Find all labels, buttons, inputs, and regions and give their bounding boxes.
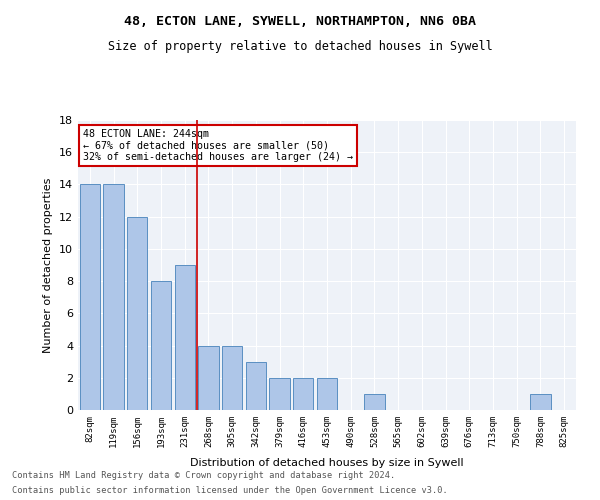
Bar bbox=[530, 394, 551, 410]
Text: Size of property relative to detached houses in Sywell: Size of property relative to detached ho… bbox=[107, 40, 493, 53]
X-axis label: Distribution of detached houses by size in Sywell: Distribution of detached houses by size … bbox=[190, 458, 464, 468]
Bar bbox=[103, 184, 124, 410]
Bar bbox=[317, 378, 337, 410]
Text: Contains HM Land Registry data © Crown copyright and database right 2024.: Contains HM Land Registry data © Crown c… bbox=[12, 471, 395, 480]
Text: Contains public sector information licensed under the Open Government Licence v3: Contains public sector information licen… bbox=[12, 486, 448, 495]
Bar bbox=[199, 346, 218, 410]
Text: 48 ECTON LANE: 244sqm
← 67% of detached houses are smaller (50)
32% of semi-deta: 48 ECTON LANE: 244sqm ← 67% of detached … bbox=[83, 128, 353, 162]
Bar bbox=[175, 265, 195, 410]
Y-axis label: Number of detached properties: Number of detached properties bbox=[43, 178, 53, 352]
Bar bbox=[246, 362, 266, 410]
Bar bbox=[269, 378, 290, 410]
Bar bbox=[364, 394, 385, 410]
Text: 48, ECTON LANE, SYWELL, NORTHAMPTON, NN6 0BA: 48, ECTON LANE, SYWELL, NORTHAMPTON, NN6… bbox=[124, 15, 476, 28]
Bar bbox=[293, 378, 313, 410]
Bar bbox=[151, 281, 171, 410]
Bar bbox=[127, 216, 148, 410]
Bar bbox=[222, 346, 242, 410]
Bar bbox=[80, 184, 100, 410]
